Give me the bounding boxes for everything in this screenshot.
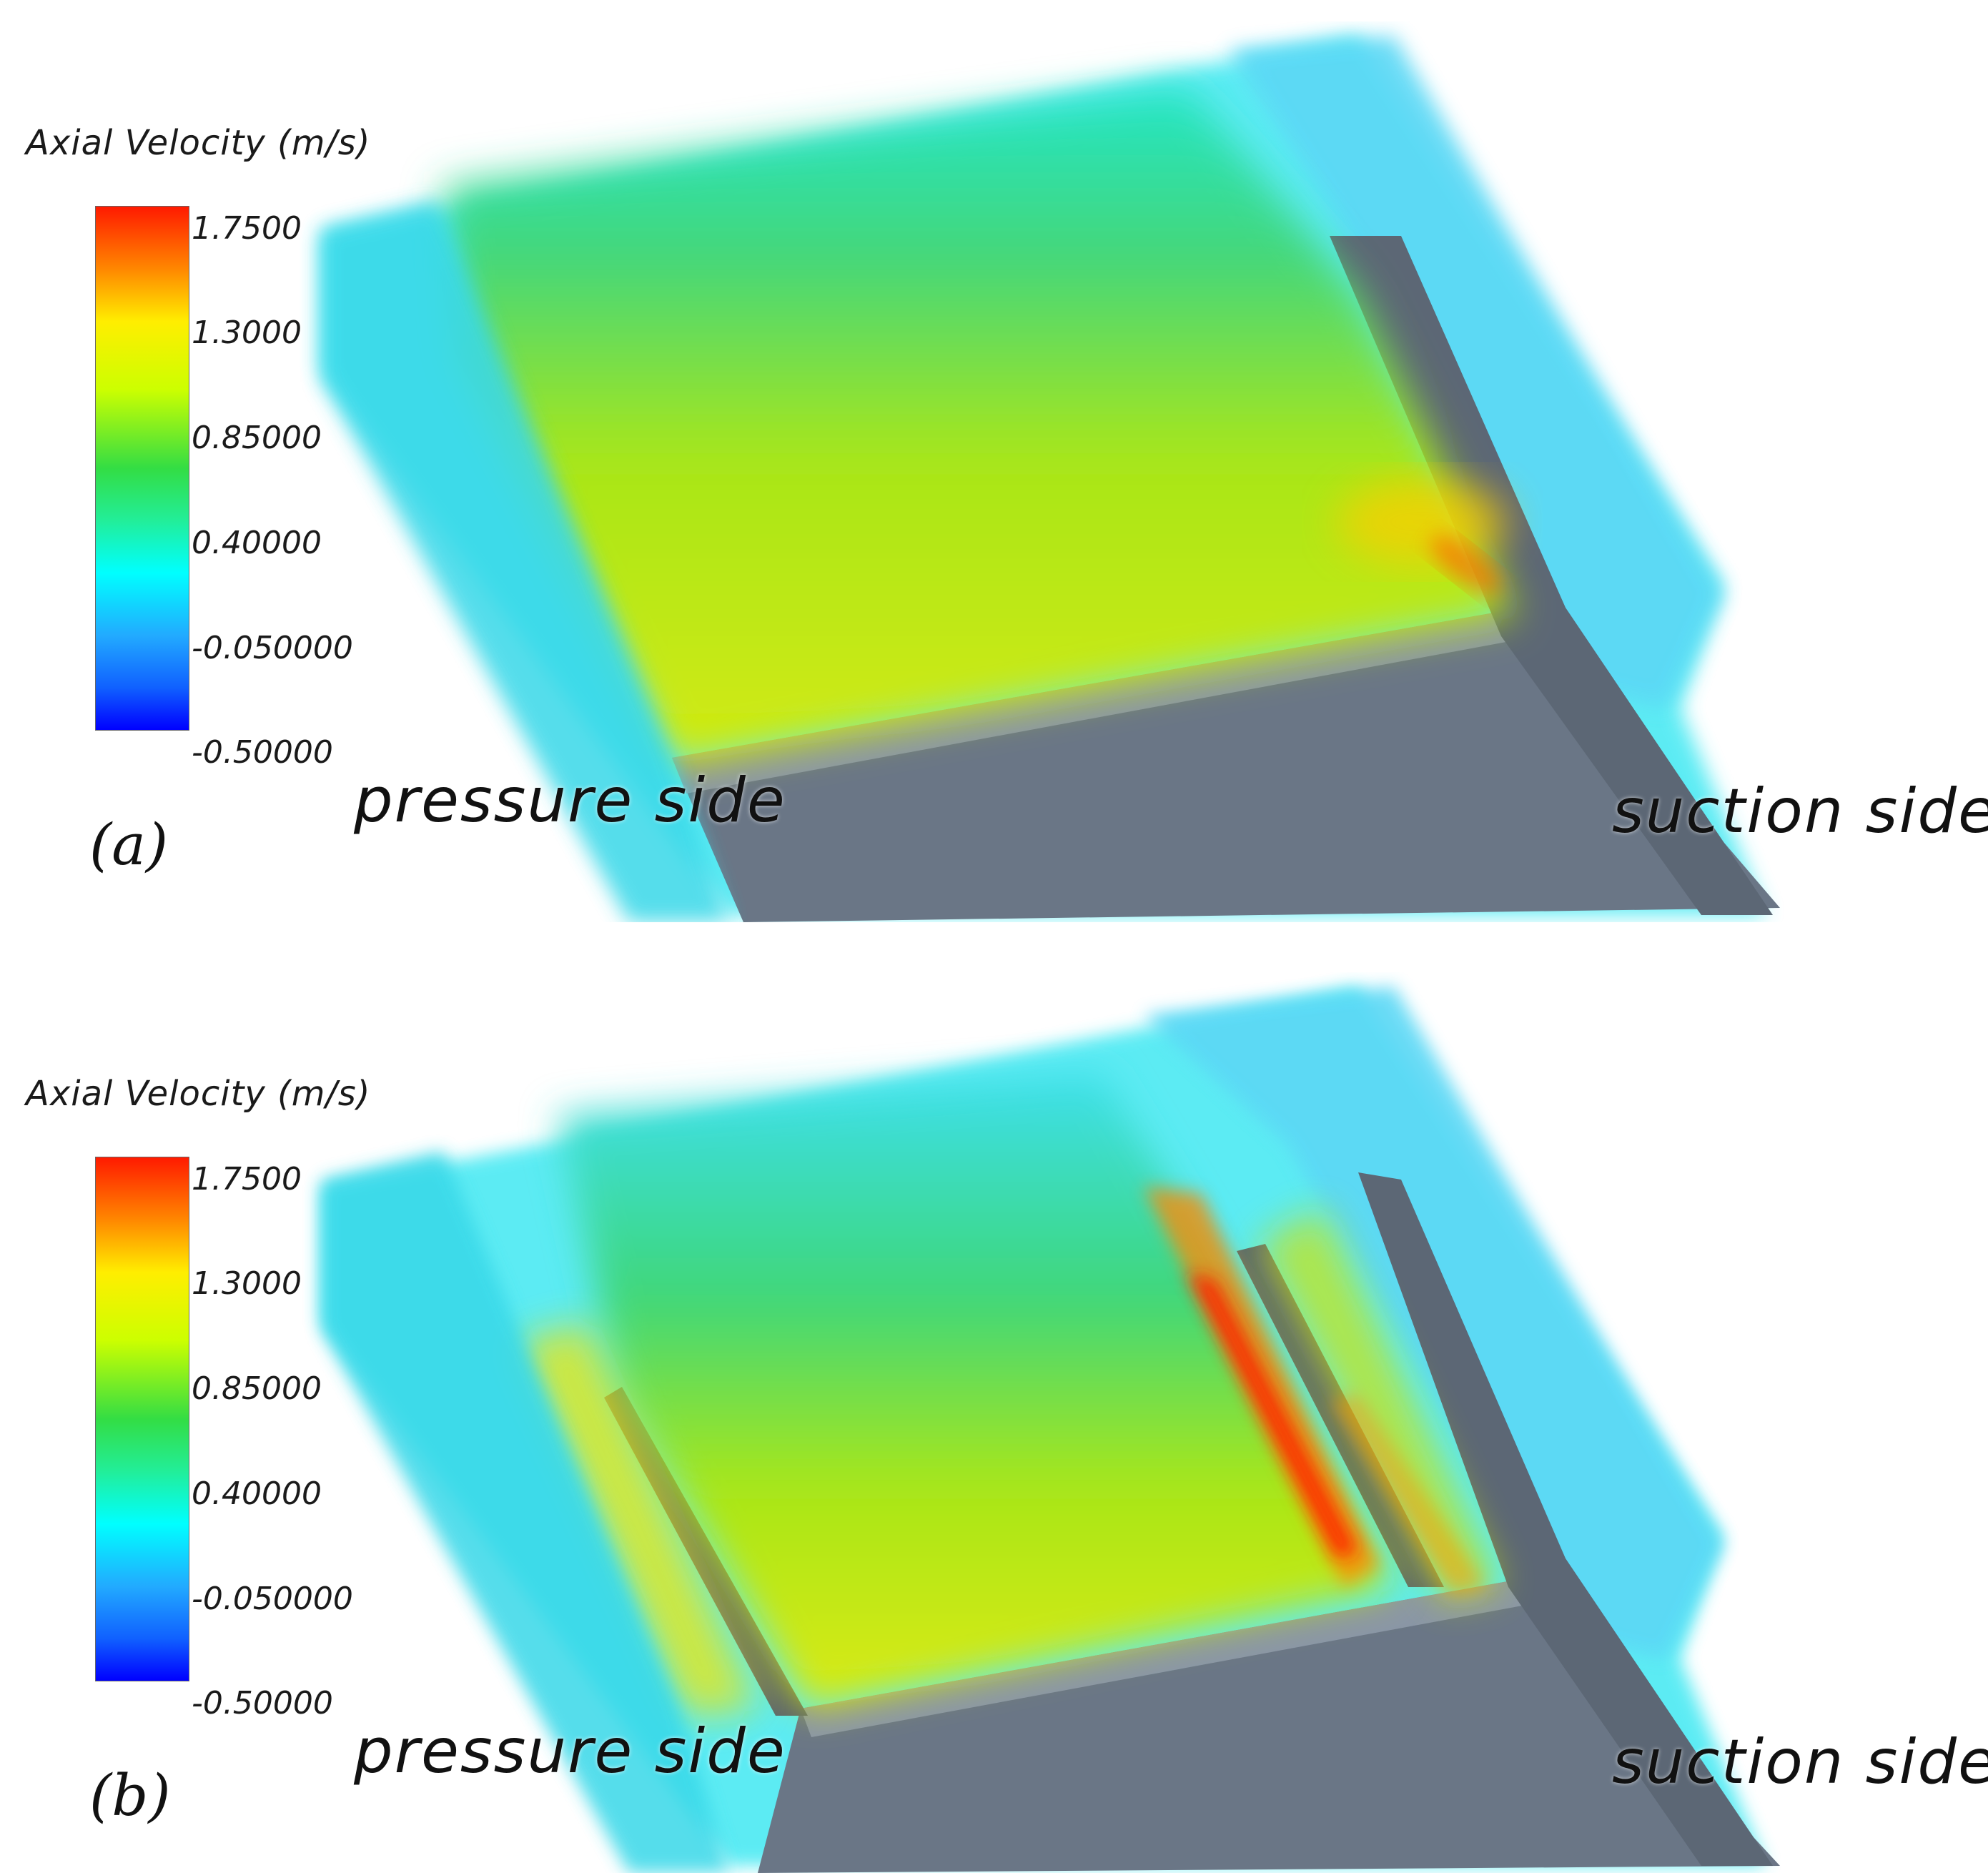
panel-letter-a: (a) — [89, 811, 169, 878]
velocity-contour-scene-a — [322, 36, 1780, 922]
blade-floor-b — [758, 1580, 1780, 1873]
colorbar — [95, 206, 189, 731]
outer-domain-b-a — [1230, 36, 1723, 708]
right-slot-hot-b — [1330, 1394, 1487, 1594]
colorbar-tick-label: 1.7500 — [192, 1161, 302, 1197]
left-slot-flow-b — [515, 1323, 758, 1716]
suction-wall-a — [1330, 236, 1773, 915]
colorbar-tick-label: -0.050000 — [192, 1581, 353, 1617]
colorbar-tick-label: 0.85000 — [192, 1370, 322, 1407]
colorbar-tick-label: 0.40000 — [192, 525, 322, 561]
flow-region-a — [443, 86, 1515, 765]
suction-side-label: suction side — [1612, 776, 1988, 847]
slot-1-b — [604, 1387, 808, 1716]
pressure-side-label: pressure side — [354, 1716, 786, 1787]
right-slot-flow-b — [1258, 1208, 1501, 1601]
colorbar-tick-label: 0.40000 — [192, 1476, 322, 1512]
velocity-contour-scene-b — [322, 987, 1780, 1873]
panel-letter-b: (b) — [89, 1762, 171, 1829]
panel-b: Axial Velocity (m/s) 1.7500 1.3000 0.850… — [0, 972, 1988, 1873]
colorbar-tick-label: 1.3000 — [192, 1265, 302, 1302]
colorbar-title: Axial Velocity (m/s) — [26, 123, 371, 163]
colorbar-tick-label: 0.85000 — [192, 420, 322, 456]
colorbar-tick-label: 1.3000 — [192, 315, 302, 351]
blade-edge-b — [801, 1580, 1526, 1737]
colorbar-tick-label: 1.7500 — [192, 210, 302, 247]
colorbar-tick-label: -0.50000 — [192, 734, 333, 771]
colorbar-title: Axial Velocity (m/s) — [26, 1074, 371, 1114]
left-band-a — [322, 200, 729, 922]
hot-zone-core-a — [1430, 535, 1501, 594]
suction-side-label: suction side — [1612, 1726, 1988, 1798]
colorbar-tick-label: -0.50000 — [192, 1685, 333, 1721]
colorbar — [95, 1157, 189, 1681]
left-band-b — [322, 1151, 729, 1873]
colorbar-tick-label: -0.050000 — [192, 630, 353, 666]
blade-edge-a — [672, 608, 1537, 794]
hot-zone-a — [1337, 479, 1508, 565]
pressure-side-label: pressure side — [354, 765, 786, 836]
jet-core-b — [1187, 1272, 1358, 1558]
suction-wall-b — [1358, 1172, 1773, 1866]
blade-floor-a — [672, 608, 1780, 922]
panel-a: Axial Velocity (m/s) 1.7500 1.3000 0.850… — [0, 21, 1988, 922]
